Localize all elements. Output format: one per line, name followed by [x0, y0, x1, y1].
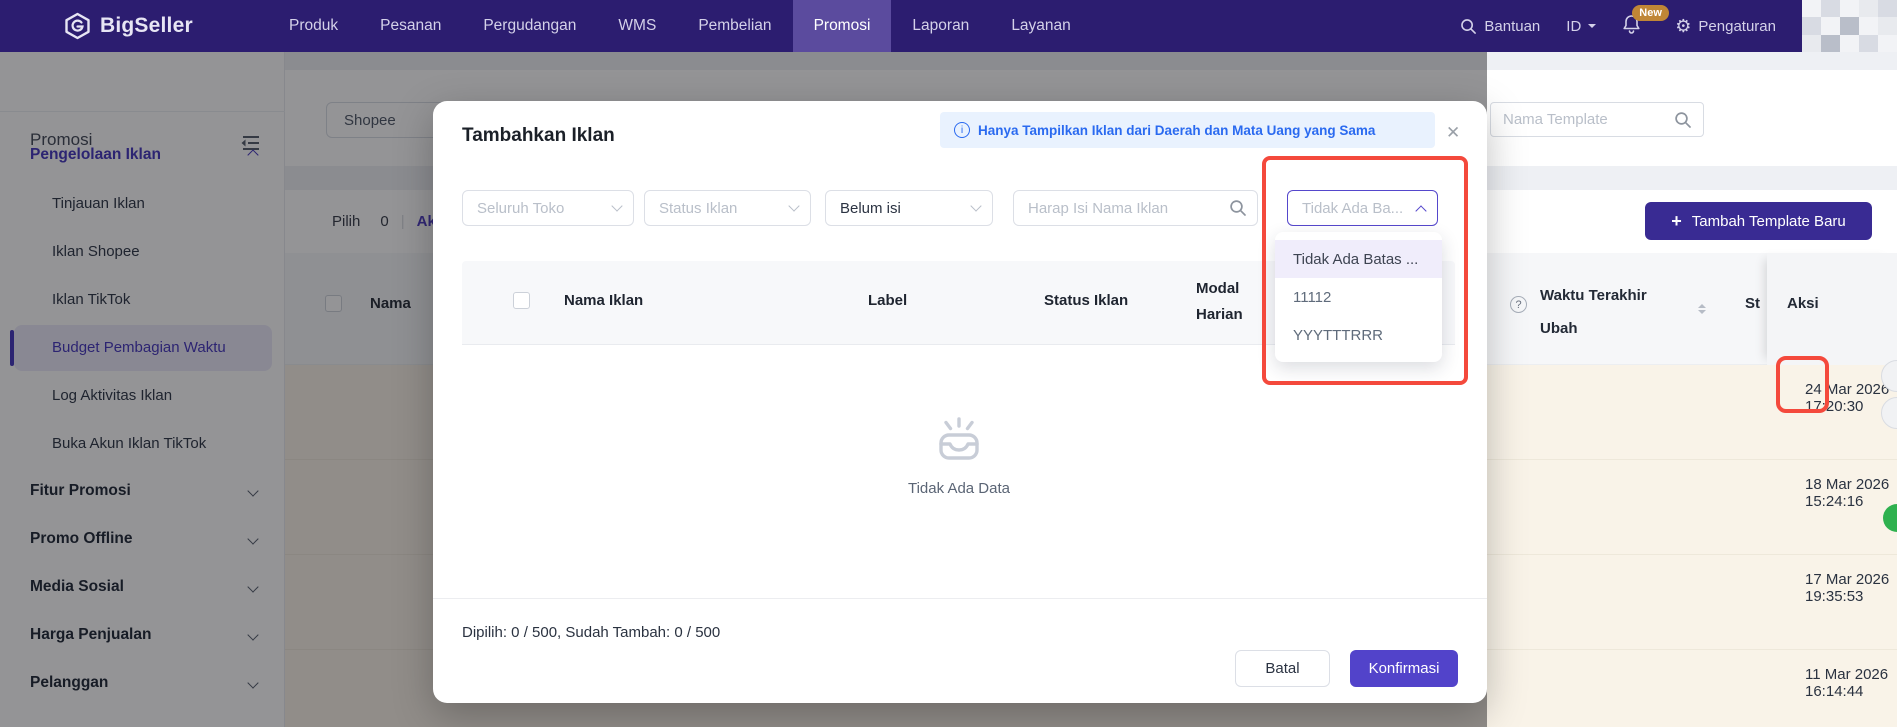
last-modified-date: 11 Mar 2026 16:14:44 — [1805, 666, 1889, 700]
nav-item-laporan[interactable]: Laporan — [912, 17, 970, 34]
info-banner: i Hanya Tampilkan Iklan dari Daerah dan … — [940, 112, 1435, 148]
store-select[interactable]: Seluruh Toko — [462, 190, 634, 226]
aksi-header-cell: Aksi — [1767, 253, 1897, 365]
nav-item-promosi[interactable]: Promosi — [792, 0, 892, 52]
toolbar-divider: | — [400, 212, 405, 230]
select-all-checkbox[interactable] — [513, 292, 530, 309]
dropdown-option[interactable]: 11112 — [1293, 288, 1332, 306]
close-icon[interactable]: ✕ — [1446, 123, 1461, 142]
template-search-input[interactable] — [1491, 103, 1669, 136]
select-all-checkbox[interactable] — [325, 295, 342, 312]
empty-state: Tidak Ada Data — [899, 413, 1019, 497]
dropdown-option[interactable]: YYYTTTRRR — [1293, 326, 1383, 344]
caret-down-icon — [1588, 24, 1597, 32]
empty-state-text: Tidak Ada Data — [907, 480, 1010, 497]
plus-icon: + — [1671, 211, 1682, 231]
sidebar-item-log-aktivitas-iklan[interactable]: Log Aktivitas Iklan — [52, 386, 173, 404]
bigseller-logo-icon — [65, 12, 90, 40]
nav-item-produk[interactable]: Produk — [289, 17, 339, 34]
tab-shopee-label: Shopee — [344, 111, 396, 129]
chevron-down-icon — [788, 200, 800, 212]
footer-divider — [433, 598, 1487, 599]
budget-limit-dropdown: Tidak Ada Batas ... 11112 YYYTTTRRR — [1275, 232, 1442, 362]
budget-limit-select[interactable]: Tidak Ada Ba... — [1287, 190, 1438, 226]
nav-item-pembelian[interactable]: Pembelian — [698, 17, 772, 34]
chevron-down-icon — [611, 200, 623, 212]
help-button[interactable]: Bantuan — [1460, 18, 1540, 35]
add-template-button[interactable]: + Tambah Template Baru — [1645, 202, 1872, 240]
konfirmasi-button[interactable]: Konfirmasi — [1350, 650, 1458, 687]
info-banner-text: Hanya Tampilkan Iklan dari Daerah dan Ma… — [978, 122, 1376, 138]
gear-icon: ⚙ — [1675, 16, 1692, 36]
label-select[interactable]: Belum isi — [825, 190, 993, 226]
column-aksi: Aksi — [1787, 295, 1819, 312]
column-nama: Nama — [370, 295, 411, 312]
add-template-label: Tambah Template Baru — [1691, 212, 1846, 230]
sidebar-item-tinjauan-iklan[interactable]: Tinjauan Iklan — [52, 194, 145, 212]
column-nama-iklan: Nama Iklan — [564, 292, 644, 309]
nav-item-wms[interactable]: WMS — [618, 17, 657, 34]
new-badge: New — [1632, 4, 1669, 21]
batal-button[interactable]: Batal — [1235, 650, 1330, 687]
sidebar-title: Promosi — [30, 130, 93, 149]
ad-name-search-box — [1013, 190, 1258, 226]
nav-item-layanan[interactable]: Layanan — [1011, 17, 1071, 34]
question-circle-icon[interactable]: ? — [1510, 296, 1527, 313]
chevron-up-icon — [1415, 204, 1427, 217]
status-iklan-select[interactable]: Status Iklan — [644, 190, 811, 226]
last-modified-date: 17 Mar 2026 19:35:53 — [1805, 571, 1890, 605]
column-waktu-terakhir-ubah: Waktu Terakhir Ubah — [1540, 287, 1647, 337]
sidebar-item-iklan-shopee[interactable]: Iklan Shopee — [52, 242, 140, 260]
settings-button[interactable]: ⚙ Pengaturan — [1675, 16, 1776, 36]
dropdown-option[interactable]: Tidak Ada Batas ... — [1275, 240, 1442, 278]
navbar-right: Bantuan ID New ⚙ Pengaturan — [1460, 0, 1897, 52]
search-icon — [1675, 112, 1691, 128]
top-navbar: BigSeller Produk Pesanan Pergudangan WMS… — [0, 0, 1897, 52]
empty-tray-icon — [939, 417, 979, 460]
column-label: Label — [868, 292, 908, 309]
nav-item-pesanan[interactable]: Pesanan — [380, 17, 442, 34]
sidebar-group-pengelolaan-iklan[interactable]: Pengelolaan Iklan — [0, 139, 285, 171]
active-item-bar — [10, 330, 14, 366]
selected-count: 0 — [380, 212, 389, 230]
sidebar-section-pelanggan[interactable]: Pelanggan — [0, 667, 285, 699]
brand[interactable]: BigSeller — [64, 0, 193, 52]
selection-summary: Dipilih: 0 / 500, Sudah Tambah: 0 / 500 — [462, 624, 721, 641]
column-status-iklan: Status Iklan — [1044, 292, 1129, 309]
search-icon — [1230, 200, 1246, 216]
floating-chat-button[interactable] — [1883, 504, 1897, 532]
collapse-sidebar-icon[interactable] — [240, 134, 260, 152]
active-item-highlight — [14, 325, 272, 371]
bulk-action-link[interactable]: Ak — [416, 212, 436, 230]
template-search-box — [1490, 102, 1704, 137]
sidebar-section-promo-offline[interactable]: Promo Offline — [0, 523, 285, 555]
chevron-down-icon — [970, 200, 982, 212]
sidebar-section-media-sosial[interactable]: Media Sosial — [0, 571, 285, 603]
avatar-blurred[interactable] — [1802, 0, 1897, 52]
bulk-toolbar: Pilih 0 | Ak — [332, 204, 436, 238]
sidebar-item-buka-akun-iklan-tiktok[interactable]: Buka Akun Iklan TikTok — [52, 434, 207, 452]
last-modified-date: 18 Mar 2026 15:24:16 — [1805, 476, 1890, 510]
info-icon: i — [954, 122, 970, 138]
search-icon — [1461, 18, 1477, 34]
sidebar-section-harga-penjualan[interactable]: Harga Penjualan — [0, 619, 285, 651]
notifications-button[interactable]: New — [1622, 4, 1669, 39]
column-status-partial: St — [1745, 295, 1760, 312]
tambahkan-iklan-modal: Tambahkan Iklan i Hanya Tampilkan Iklan … — [433, 101, 1487, 703]
sidebar: Promosi Pengelolaan Iklan Tinjauan Iklan… — [0, 52, 285, 727]
main-menu: Produk Pesanan Pergudangan WMS Pembelian… — [268, 0, 1092, 52]
sidebar-section-fitur-promosi[interactable]: Fitur Promosi — [0, 475, 285, 507]
pilih-label: Pilih — [332, 212, 361, 230]
modal-title: Tambahkan Iklan — [462, 125, 615, 146]
language-selector[interactable]: ID — [1566, 18, 1597, 35]
sort-icon-waktu[interactable] — [1698, 300, 1706, 318]
nav-item-pergudangan[interactable]: Pergudangan — [483, 17, 577, 34]
brand-name: BigSeller — [100, 14, 193, 37]
sidebar-divider — [0, 111, 285, 112]
sidebar-item-iklan-tiktok[interactable]: Iklan TikTok — [52, 290, 131, 308]
sidebar-item-budget-pembagian-waktu[interactable]: Budget Pembagian Waktu — [52, 338, 226, 356]
ad-name-search-input[interactable] — [1014, 191, 1224, 225]
column-modal-harian: Modal Harian — [1196, 280, 1243, 323]
